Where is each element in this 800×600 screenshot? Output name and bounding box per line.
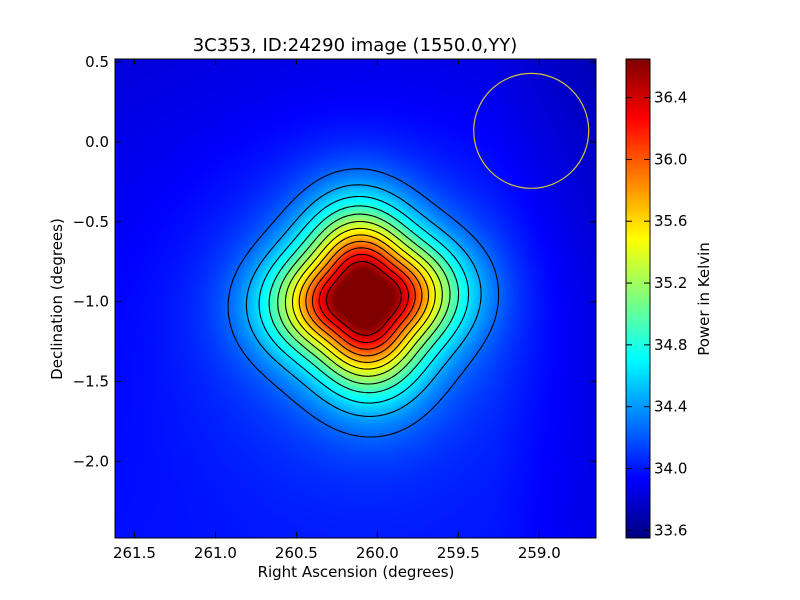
plot-frame [114, 58, 597, 539]
contour-line [258, 195, 470, 404]
colorbar-label: Power in Kelvin [695, 242, 713, 356]
colorbar-tick-label: 34.4 [654, 398, 687, 416]
y-tick-label: −1.5 [73, 373, 109, 391]
contour-line [245, 184, 482, 417]
contour-lines [227, 168, 500, 438]
x-tick-label: 259.5 [437, 544, 480, 562]
colorbar-tick-label: 36.4 [654, 89, 687, 107]
heatmap-image [115, 59, 596, 538]
plot-area [115, 59, 596, 538]
colorbar: 33.6 34.0 34.4 34.8 35.2 35.6 36.0 36.4 Power i… [625, 58, 713, 539]
x-tick-label: 260.5 [275, 544, 318, 562]
y-tick-label: −2.0 [73, 452, 109, 470]
y-tick-label: 0.5 [85, 53, 109, 71]
y-tick-label: −0.5 [73, 213, 109, 231]
contour-line [325, 261, 402, 336]
contour-line [284, 220, 443, 377]
contour-line [311, 247, 416, 350]
contour-line [268, 205, 460, 394]
contour-line [298, 234, 430, 363]
contour-line [277, 213, 451, 385]
y-axis-label: Declination (degrees) [48, 218, 66, 380]
colorbar-tick-label: 35.2 [654, 274, 687, 292]
x-axis: 261.5 261.0 260.5 260.0 259.5 259.0 [113, 59, 561, 562]
colorbar-tick-label: 36.0 [654, 150, 687, 168]
beam-circle [473, 72, 590, 189]
y-axis: 0.5 0.0 −0.5 −1.0 −1.5 −2.0 [73, 53, 596, 470]
x-tick-label: 261.5 [113, 544, 156, 562]
x-axis-label: Right Ascension (degrees) [258, 563, 455, 581]
colorbar-tick-label: 34.8 [654, 336, 687, 354]
y-tick-label: 0.0 [85, 133, 109, 151]
y-tick-label: −1.0 [73, 293, 109, 311]
x-tick-label: 259.0 [518, 544, 561, 562]
contour-line [291, 227, 436, 370]
chart-title: 3C353, ID:24290 image (1550.0,YY) [193, 35, 518, 56]
colorbar-tick-label: 34.0 [654, 459, 687, 477]
contour-line [305, 240, 423, 357]
contour-line [227, 168, 500, 438]
x-tick-label: 260.0 [356, 544, 399, 562]
colorbar-ticks: 33.6 34.0 34.4 34.8 35.2 35.6 36.0 36.4 [626, 89, 687, 539]
contour-line [318, 253, 410, 344]
colorbar-gradient [625, 58, 651, 539]
colorbar-tick-label: 33.6 [654, 521, 687, 539]
colorbar-tick-label: 35.6 [654, 212, 687, 230]
x-tick-label: 261.0 [194, 544, 237, 562]
